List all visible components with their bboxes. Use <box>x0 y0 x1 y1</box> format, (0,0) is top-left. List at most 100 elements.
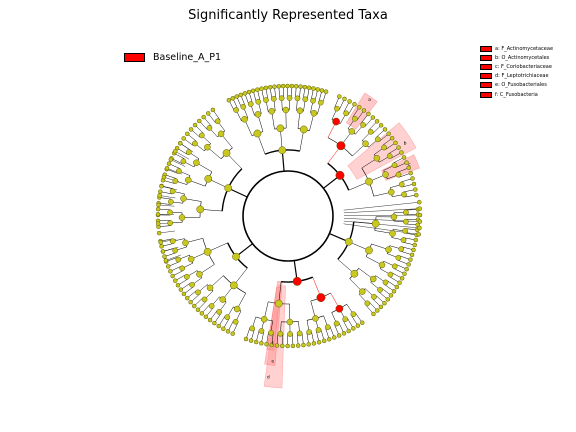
taxon-node <box>180 195 187 202</box>
taxon-node <box>324 324 331 330</box>
taxon-node <box>394 284 400 290</box>
taxon-node <box>337 94 342 99</box>
taxon-node <box>306 342 311 347</box>
group-legend-swatch <box>124 53 145 62</box>
taxon-node <box>385 246 392 253</box>
taxon-node <box>167 220 174 226</box>
branch-line <box>159 195 176 199</box>
taxon-node <box>233 107 239 113</box>
taxon-node <box>399 150 404 155</box>
taxon-node <box>382 300 387 306</box>
taxon-node <box>387 271 394 278</box>
taxon-node <box>191 303 197 309</box>
branch-line <box>343 214 420 216</box>
taxon-node <box>181 136 186 141</box>
taxon-node <box>168 269 173 274</box>
taxon-node <box>409 252 415 258</box>
taxon-node <box>375 308 380 313</box>
taxon-node <box>156 202 161 208</box>
taxon-node <box>170 273 175 279</box>
clade-legend-entry: e: O_Fusobacteriales <box>480 81 553 90</box>
taxon-node <box>161 174 167 180</box>
taxon-node <box>181 291 187 297</box>
taxon-node <box>391 162 398 169</box>
taxon-node <box>411 247 416 253</box>
taxon-node <box>388 188 395 196</box>
taxon-node <box>366 111 371 117</box>
taxon-node <box>410 176 415 181</box>
enriched-node <box>336 141 346 151</box>
taxon-node <box>411 181 417 187</box>
clade-legend-entry: a: F_Actinomycetaceae <box>480 44 553 53</box>
taxon-node <box>193 159 200 166</box>
taxon-node <box>160 249 166 254</box>
taxon-node <box>192 122 198 128</box>
taxon-node <box>172 278 178 283</box>
taxon-node <box>412 242 417 248</box>
taxon-node <box>417 199 422 205</box>
taxon-node <box>188 299 193 305</box>
taxon-node <box>267 84 273 90</box>
clade-highlight <box>347 122 417 180</box>
taxon-node <box>351 115 358 122</box>
taxon-node <box>417 212 423 218</box>
taxon-node <box>159 183 164 189</box>
taxon-node <box>159 244 164 249</box>
taxon-node <box>336 333 342 338</box>
taxon-node <box>365 246 373 255</box>
taxon-node <box>385 297 391 302</box>
clade-legend-swatch <box>480 82 492 89</box>
taxon-node <box>395 171 402 178</box>
taxon-node <box>263 97 269 103</box>
taxon-node <box>350 311 357 318</box>
taxon-node <box>296 107 304 114</box>
taxon-node <box>348 128 356 135</box>
taxon-node <box>321 338 327 344</box>
taxon-node <box>260 316 268 323</box>
taxon-node <box>369 275 377 283</box>
chart-title: Significantly Represented Taxa <box>188 8 388 23</box>
taxon-node <box>359 288 366 295</box>
taxon-node <box>341 331 347 336</box>
taxon-node <box>199 311 205 316</box>
taxon-node <box>241 116 248 123</box>
taxon-node <box>355 323 361 328</box>
taxon-node <box>185 131 190 137</box>
taxon-node <box>302 84 308 90</box>
taxon-node <box>389 135 395 141</box>
clade-letter-label: f <box>272 341 274 347</box>
taxon-node <box>403 209 409 216</box>
taxon-node <box>230 96 236 101</box>
taxon-node <box>234 94 240 99</box>
taxon-node <box>391 263 398 270</box>
taxon-node <box>155 206 161 212</box>
taxon-node <box>222 149 231 157</box>
taxon-node <box>198 132 205 139</box>
taxon-node <box>243 336 249 342</box>
clade-legend-swatch <box>480 63 492 70</box>
clade-legend-label: c: F_Coriobacteriaceae <box>495 63 552 70</box>
taxon-node <box>164 166 170 171</box>
taxon-node <box>381 144 387 151</box>
taxon-node <box>342 316 349 323</box>
taxon-node <box>258 328 265 334</box>
clade-legend-label: a: F_Actinomycetaceae <box>495 45 554 52</box>
taxon-node <box>238 92 244 98</box>
taxon-node <box>221 326 226 332</box>
taxon-node <box>250 88 256 94</box>
taxon-node <box>399 276 405 281</box>
taxon-node <box>162 254 167 259</box>
clade-legend-label: e: O_Fusobacteriales <box>495 82 547 89</box>
taxon-node <box>343 110 349 117</box>
taxon-node <box>402 271 407 277</box>
taxon-node <box>352 102 357 107</box>
taxon-node <box>382 127 388 132</box>
taxon-node <box>185 149 192 156</box>
taxon-node <box>172 178 179 184</box>
taxon-node <box>312 315 319 322</box>
taxon-node <box>276 84 282 89</box>
clade-letter-label: d <box>267 374 270 380</box>
taxon-node <box>344 237 353 246</box>
taxon-node <box>417 225 422 231</box>
